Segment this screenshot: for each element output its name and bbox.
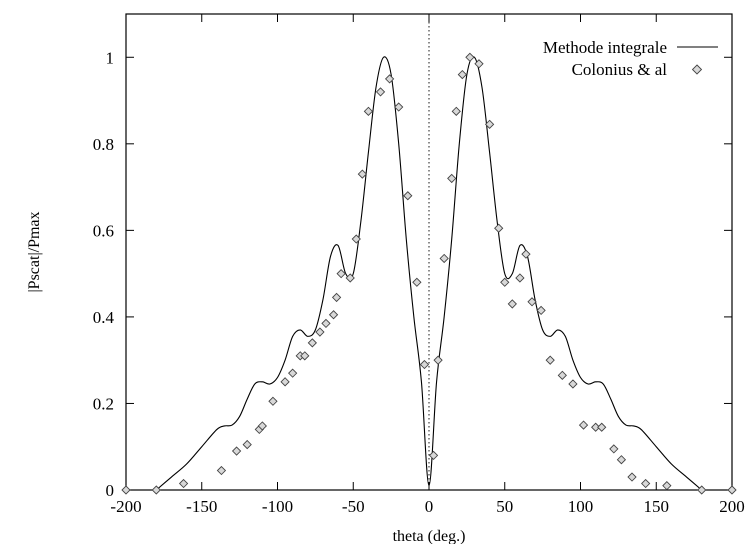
data-point-37 — [484, 119, 495, 129]
data-point-5 — [242, 439, 252, 450]
data-point-53 — [627, 472, 637, 482]
y-tick-label-5: 1 — [106, 48, 115, 67]
y-tick-label-4: 0.8 — [93, 135, 114, 154]
data-point-43 — [527, 297, 537, 307]
x-tick-label-8: 200 — [719, 497, 745, 516]
data-point-18 — [336, 268, 346, 279]
data-point-46 — [557, 370, 567, 380]
legend-label-colonius: Colonius & al — [572, 60, 668, 79]
data-point-16 — [328, 310, 339, 320]
legend: Methode integrale Colonius & al — [543, 38, 718, 79]
axis-tick-labels: -200 -150 -100 -50 0 50 100 150 200 0 0.2 0.4 0.6 0.8… — [93, 48, 745, 516]
data-point-41 — [515, 273, 525, 283]
data-point-49 — [591, 422, 601, 432]
data-point-22 — [363, 106, 374, 117]
data-point-52 — [616, 455, 627, 465]
data-point-1 — [151, 485, 161, 495]
data-point-26 — [403, 191, 413, 201]
data-point-14 — [315, 327, 325, 337]
data-point-23 — [375, 87, 386, 97]
y-tick-label-1: 0.2 — [93, 394, 114, 413]
data-point-8 — [268, 396, 278, 406]
data-point-33 — [451, 106, 461, 117]
x-tick-label-3: -50 — [342, 497, 365, 516]
data-point-28 — [419, 359, 430, 370]
y-tick-label-3: 0.6 — [93, 221, 114, 240]
data-point-38 — [494, 223, 504, 233]
series-line-path — [155, 56, 703, 491]
x-axis-title: theta (deg.) — [393, 528, 466, 544]
x-tick-label-5: 50 — [496, 497, 513, 516]
data-point-44 — [536, 305, 546, 316]
data-point-29 — [428, 450, 439, 461]
data-point-55 — [662, 481, 672, 491]
y-tick-label-0: 0 — [106, 481, 115, 500]
y-axis-title: |Pscat|/Pmax — [26, 211, 43, 292]
data-point-30 — [433, 355, 443, 365]
data-point-39 — [500, 277, 510, 287]
data-point-13 — [307, 338, 317, 348]
data-point-3 — [216, 465, 227, 476]
data-point-40 — [507, 299, 517, 309]
data-point-10 — [288, 368, 298, 378]
series-methode-integrale — [155, 56, 703, 491]
data-point-0 — [121, 485, 131, 495]
data-point-45 — [545, 355, 555, 365]
data-point-21 — [357, 169, 367, 179]
data-point-32 — [447, 173, 457, 184]
legend-diamond-marker — [691, 64, 703, 75]
x-tick-label-7: 150 — [644, 497, 670, 516]
data-point-36 — [474, 59, 484, 69]
legend-label-methode-integrale: Methode integrale — [543, 38, 667, 57]
x-tick-label-0: -200 — [110, 497, 141, 516]
data-point-50 — [597, 422, 607, 432]
data-point-31 — [439, 253, 449, 264]
data-point-2 — [178, 478, 189, 489]
data-point-48 — [578, 420, 589, 430]
data-point-19 — [345, 273, 355, 283]
series-colonius — [121, 52, 737, 495]
x-tick-label-1: -150 — [186, 497, 217, 516]
data-point-25 — [394, 102, 404, 112]
data-point-56 — [697, 485, 707, 495]
x-tick-label-4: 0 — [425, 497, 434, 516]
y-tick-label-2: 0.4 — [93, 308, 115, 327]
data-point-51 — [609, 444, 619, 454]
data-point-42 — [521, 249, 531, 259]
x-tick-label-2: -100 — [262, 497, 293, 516]
data-point-4 — [231, 446, 242, 456]
data-point-54 — [641, 478, 651, 489]
data-point-15 — [321, 318, 331, 329]
data-point-57 — [727, 485, 737, 495]
data-point-35 — [465, 52, 475, 62]
data-point-34 — [457, 69, 467, 80]
x-tick-label-6: 100 — [568, 497, 594, 516]
data-point-7 — [257, 421, 267, 431]
data-point-20 — [351, 234, 361, 244]
data-point-17 — [331, 292, 342, 303]
data-point-12 — [300, 351, 310, 361]
data-point-24 — [384, 74, 395, 84]
data-point-9 — [280, 377, 290, 387]
data-point-47 — [568, 379, 578, 389]
data-point-27 — [412, 277, 422, 287]
